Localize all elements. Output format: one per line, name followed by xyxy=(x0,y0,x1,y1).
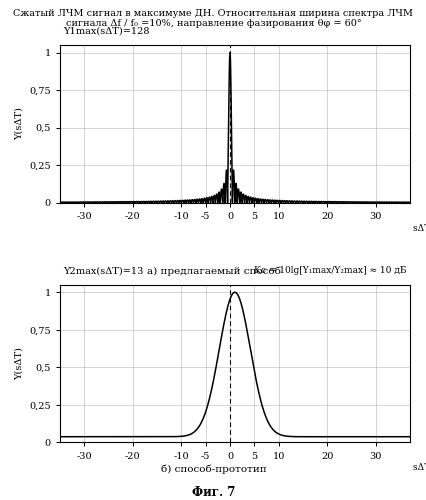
Text: Y(sΔT): Y(sΔT) xyxy=(15,347,24,380)
Text: Y2max(sΔT)=13: Y2max(sΔT)=13 xyxy=(63,266,143,276)
Text: Kс = 10lg[Y₁max/Y₂max] ≈ 10 дБ: Kс = 10lg[Y₁max/Y₂max] ≈ 10 дБ xyxy=(253,266,406,276)
Text: Y(sΔT): Y(sΔT) xyxy=(15,108,24,140)
Text: а) предлагаемый способ: а) предлагаемый способ xyxy=(146,266,280,276)
Text: sΔT, с×10⁻⁹: sΔT, с×10⁻⁹ xyxy=(412,223,426,232)
Text: Y1max(sΔT)=128: Y1max(sΔT)=128 xyxy=(63,26,150,36)
Text: сигнала Δf / f₀ =10%, направление фазирования θφ = 60°: сигнала Δf / f₀ =10%, направление фазиро… xyxy=(66,19,360,28)
Text: Сжатый ЛЧМ сигнал в максимуме ДН. Относительная ширина спектра ЛЧМ: Сжатый ЛЧМ сигнал в максимуме ДН. Относи… xyxy=(14,9,412,18)
Text: sΔT, с×10⁻⁹: sΔT, с×10⁻⁹ xyxy=(412,463,426,472)
Text: Фиг. 7: Фиг. 7 xyxy=(191,486,235,499)
Text: б) способ-прототип: б) способ-прототип xyxy=(160,464,266,473)
